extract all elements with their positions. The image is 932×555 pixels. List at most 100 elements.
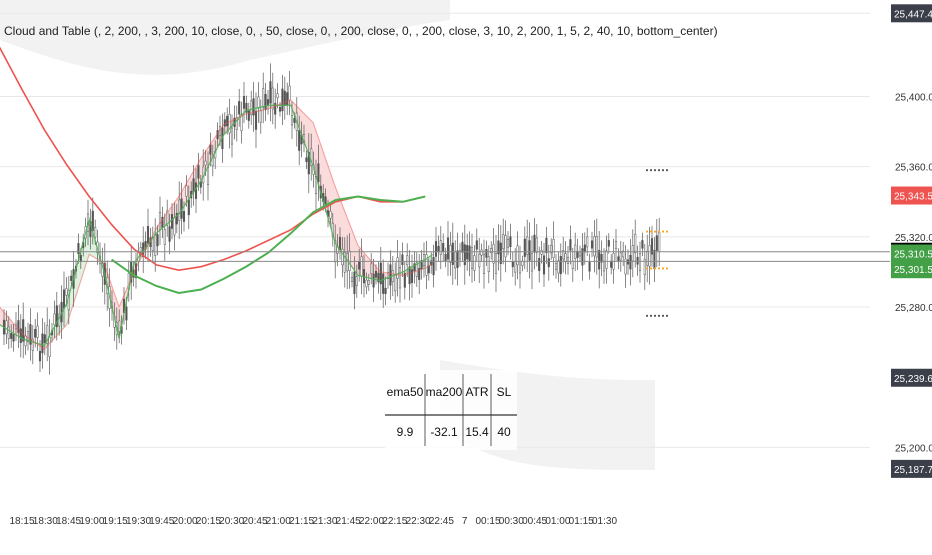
candle-body-68 <box>166 210 169 226</box>
candle-body-141 <box>341 248 344 266</box>
candle-body-222 <box>535 237 538 253</box>
candle-body-166 <box>401 254 404 266</box>
candle-body-4 <box>12 334 15 342</box>
candle-body-255 <box>614 240 618 249</box>
x-tick-label-8: 20:15 <box>196 516 221 527</box>
candle-body-26 <box>65 288 68 296</box>
candle-body-86 <box>209 144 212 155</box>
candle-body-76 <box>185 185 188 197</box>
indicator-title[interactable]: Cloud and Table (, 2, 200, , 3, 200, 10,… <box>4 24 718 38</box>
candle-body-205 <box>494 253 498 274</box>
price-label-bg-1 <box>891 186 932 205</box>
price-axis: 25,447.42 25,400.00 25,360.00 25,320.00 25,2… <box>891 4 932 478</box>
candle-body-164 <box>396 257 399 279</box>
candle-body-153 <box>370 263 373 274</box>
candle-body-163 <box>394 274 397 292</box>
candle-body-189 <box>456 250 459 268</box>
candle-body-2 <box>7 326 10 339</box>
candle-body-101 <box>245 102 248 113</box>
candle-body-246 <box>593 236 596 257</box>
candle-body-258 <box>622 250 625 258</box>
price-label-5: 25,239.68 <box>894 374 932 385</box>
candle-body-92 <box>223 119 226 127</box>
candle-body-252 <box>607 240 610 247</box>
candle-body-107 <box>259 110 262 123</box>
candle-body-185 <box>446 237 450 260</box>
candle-body-14 <box>36 325 39 338</box>
candle-body-80 <box>194 182 198 199</box>
candle-body-85 <box>206 166 210 185</box>
x-tick-label-10: 20:45 <box>242 516 267 527</box>
candle-body-32 <box>79 254 82 262</box>
candle-body-251 <box>605 250 608 269</box>
candle-body-221 <box>533 234 536 253</box>
candle-body-121 <box>293 118 296 123</box>
x-tick-label-2: 18:45 <box>56 516 81 527</box>
candle-body-223 <box>538 258 541 271</box>
candle-body-184 <box>444 253 447 262</box>
candle-body-63 <box>154 234 157 256</box>
candle-body-149 <box>360 256 363 277</box>
price-label-bg-0 <box>891 4 932 23</box>
candle-body-110 <box>266 99 270 106</box>
table-cell-SL: 40 <box>497 425 511 439</box>
candle-body-206 <box>497 240 500 255</box>
x-tick-label-22: 00:45 <box>522 516 547 527</box>
candle-body-21 <box>53 313 56 326</box>
candle-body-16 <box>41 333 44 354</box>
cloud-segment-0 <box>0 307 22 339</box>
x-tick-label-25: 01:30 <box>592 516 617 527</box>
candle-body-262 <box>631 245 634 262</box>
candle-body-48 <box>118 320 121 332</box>
x-tick-label-13: 21:30 <box>312 516 337 527</box>
candle-body-8 <box>22 319 25 342</box>
candle-body-145 <box>350 277 354 282</box>
candle-body-94 <box>228 114 231 134</box>
candle-body-256 <box>617 256 620 261</box>
candle-body-104 <box>252 98 255 116</box>
candle-body-211 <box>509 236 512 248</box>
candle-body-67 <box>163 229 166 245</box>
candle-body-271 <box>653 249 656 270</box>
candle-body-253 <box>610 260 613 268</box>
candle-body-93 <box>226 115 229 127</box>
candle-body-212 <box>511 261 514 268</box>
candle-body-64 <box>156 234 159 247</box>
time-axis: 18:1518:3018:4519:0019:1519:3019:4520:00… <box>9 516 617 527</box>
candle-body-209 <box>504 235 507 258</box>
candle-body-51 <box>125 306 128 321</box>
candle-body-171 <box>413 263 416 272</box>
price-label-0: 25,447.42 <box>894 9 932 20</box>
y-tick-label-4: 25,280.00 <box>895 303 932 314</box>
candle-body-201 <box>485 248 488 258</box>
candle-body-108 <box>262 88 265 108</box>
candle-body-202 <box>487 256 490 273</box>
y-tick-label-2: 25,360.00 <box>895 163 932 174</box>
candle-body-194 <box>468 245 471 262</box>
candle-body-181 <box>437 245 440 252</box>
candle-body-109 <box>264 93 267 110</box>
x-tick-label-14: 21:45 <box>336 516 361 527</box>
candle-body-195 <box>470 247 474 269</box>
table-header-ma200: ma200 <box>426 385 463 399</box>
candle-body-3 <box>10 332 13 339</box>
candle-body-25 <box>62 289 66 309</box>
candle-body-182 <box>439 240 442 255</box>
table-cell-ATR: 15.4 <box>465 425 489 439</box>
candle-body-154 <box>372 273 375 288</box>
x-tick-label-15: 22:00 <box>359 516 384 527</box>
cloud-segment-9 <box>178 157 202 215</box>
candle-body-161 <box>389 264 392 286</box>
candle-body-147 <box>355 276 358 286</box>
candle-body-179 <box>432 257 435 276</box>
candle-body-192 <box>463 244 466 266</box>
table-cell-ma200: -32.1 <box>430 425 458 439</box>
ma200-green-line <box>111 195 426 295</box>
candle-body-31 <box>77 243 80 255</box>
candle-body-210 <box>506 238 510 248</box>
candle-body-168 <box>406 255 409 266</box>
candle-body-214 <box>516 245 519 266</box>
candle-body-230 <box>554 263 558 270</box>
